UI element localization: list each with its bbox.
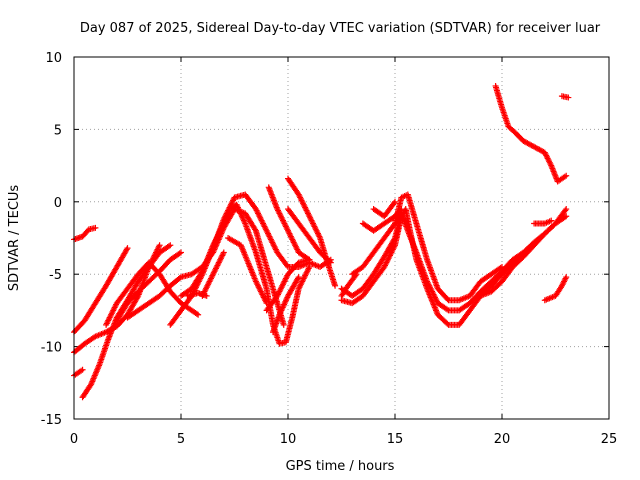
data-point xyxy=(92,224,99,231)
data-point xyxy=(391,221,398,228)
data-series-arc-1 xyxy=(71,224,99,243)
data-series-arc-20 xyxy=(338,206,570,328)
data-point xyxy=(563,172,570,179)
data-point xyxy=(252,226,259,233)
data-point xyxy=(326,258,333,265)
data-point xyxy=(327,259,334,266)
y-axis-label: SDTVAR / TECUs xyxy=(7,185,22,292)
x-tick-label: 25 xyxy=(601,432,618,447)
x-tick-label: 20 xyxy=(494,432,511,447)
data-point xyxy=(332,282,339,289)
data-point xyxy=(79,366,86,373)
data-series-arc-4 xyxy=(71,366,86,379)
data-point xyxy=(295,274,302,281)
data-point xyxy=(165,243,172,250)
data-point xyxy=(220,249,227,256)
data-point xyxy=(176,275,183,282)
data-series-arc-3 xyxy=(71,242,163,356)
x-tick-label: 15 xyxy=(387,432,404,447)
data-series-arc-23 xyxy=(370,198,398,220)
data-point xyxy=(193,310,200,317)
data-point xyxy=(352,272,359,279)
data-series-arc-11 xyxy=(184,290,210,299)
data-series-arc-14 xyxy=(263,256,313,314)
data-point xyxy=(176,250,183,257)
data-point xyxy=(391,200,398,207)
data-point xyxy=(563,274,570,281)
data-point xyxy=(167,242,174,249)
data-point xyxy=(499,263,505,270)
data-point xyxy=(306,263,313,270)
x-axis-label: GPS time / hours xyxy=(286,459,395,474)
data-series-arc-21 xyxy=(349,191,505,304)
chart-title: Day 087 of 2025, Sidereal Day-to-day VTE… xyxy=(80,21,601,36)
data-point xyxy=(123,246,130,253)
data-series-arc-12 xyxy=(199,249,227,299)
data-point xyxy=(397,207,404,214)
data-point xyxy=(263,300,270,307)
data-point xyxy=(398,206,405,213)
y-tick-label: -5 xyxy=(49,268,62,283)
data-point xyxy=(548,217,555,224)
y-tick-label: -10 xyxy=(41,341,62,356)
data-point xyxy=(178,249,184,256)
plot-frame xyxy=(73,56,610,420)
data-point xyxy=(306,256,313,263)
data-series-arc-10 xyxy=(178,201,313,347)
data-series-arc-29 xyxy=(558,93,572,101)
data-series-arc-17 xyxy=(285,175,339,289)
data-point xyxy=(444,306,451,313)
data-point xyxy=(392,198,398,205)
data-layer xyxy=(71,82,572,401)
x-tick-label: 10 xyxy=(280,432,297,447)
data-series-arc-27 xyxy=(531,217,555,227)
data-series-arc-25 xyxy=(477,206,570,299)
data-point xyxy=(195,311,202,318)
data-series-arc-5 xyxy=(79,242,174,401)
data-series-arc-18 xyxy=(285,206,334,266)
data-series-arc-26 xyxy=(492,82,570,185)
x-tick-label: 0 xyxy=(70,432,78,447)
data-point xyxy=(563,213,570,220)
data-series-arc-16 xyxy=(265,184,313,263)
y-tick-label: 5 xyxy=(54,123,62,138)
y-tick-label: 10 xyxy=(45,51,62,66)
data-point xyxy=(565,94,572,101)
data-point xyxy=(124,245,131,252)
data-series-arc-24 xyxy=(338,271,360,299)
data-point xyxy=(444,320,451,327)
data-point xyxy=(497,264,504,271)
x-tick-label: 5 xyxy=(177,432,185,447)
data-point xyxy=(563,206,570,213)
data-series-arc-7 xyxy=(113,249,184,324)
data-point xyxy=(353,271,360,278)
data-series-arc-28 xyxy=(541,274,570,304)
y-tick-label: -15 xyxy=(41,413,62,428)
data-point xyxy=(305,255,312,262)
data-series-arc-2 xyxy=(71,245,131,336)
data-point xyxy=(294,275,301,282)
data-point xyxy=(280,321,287,328)
data-point xyxy=(156,242,163,249)
data-series-arc-22 xyxy=(359,206,405,234)
data-series-arc-15 xyxy=(270,274,302,336)
data-series-arc-13 xyxy=(225,235,270,307)
grid-layer xyxy=(74,57,609,419)
data-point xyxy=(562,207,569,214)
y-tick-label: 0 xyxy=(54,196,62,211)
